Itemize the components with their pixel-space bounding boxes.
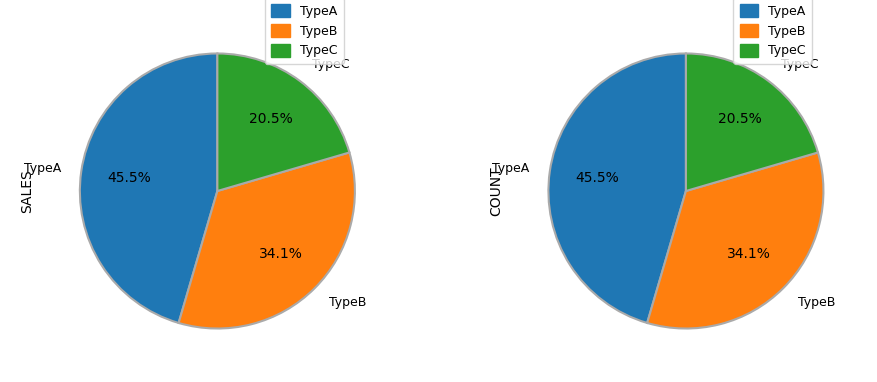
Text: TypeB: TypeB: [329, 296, 367, 309]
Text: 45.5%: 45.5%: [107, 171, 151, 185]
Wedge shape: [548, 53, 686, 323]
Text: TypeA: TypeA: [24, 162, 61, 175]
Text: 20.5%: 20.5%: [249, 112, 293, 126]
Text: TypeA: TypeA: [492, 162, 530, 175]
Wedge shape: [217, 53, 349, 191]
Y-axis label: SALES: SALES: [20, 169, 34, 213]
Wedge shape: [179, 152, 355, 329]
Y-axis label: COUNT: COUNT: [488, 166, 503, 216]
Text: 34.1%: 34.1%: [727, 247, 771, 261]
Wedge shape: [80, 53, 217, 323]
Wedge shape: [686, 53, 818, 191]
Text: TypeC: TypeC: [781, 58, 818, 71]
Wedge shape: [647, 152, 824, 329]
Legend: TypeA, TypeB, TypeC: TypeA, TypeB, TypeC: [733, 0, 812, 64]
Text: 45.5%: 45.5%: [575, 171, 619, 185]
Text: TypeB: TypeB: [798, 296, 835, 309]
Text: TypeC: TypeC: [312, 58, 350, 71]
Text: 34.1%: 34.1%: [259, 247, 303, 261]
Legend: TypeA, TypeB, TypeC: TypeA, TypeB, TypeC: [265, 0, 344, 64]
Text: 20.5%: 20.5%: [717, 112, 761, 126]
